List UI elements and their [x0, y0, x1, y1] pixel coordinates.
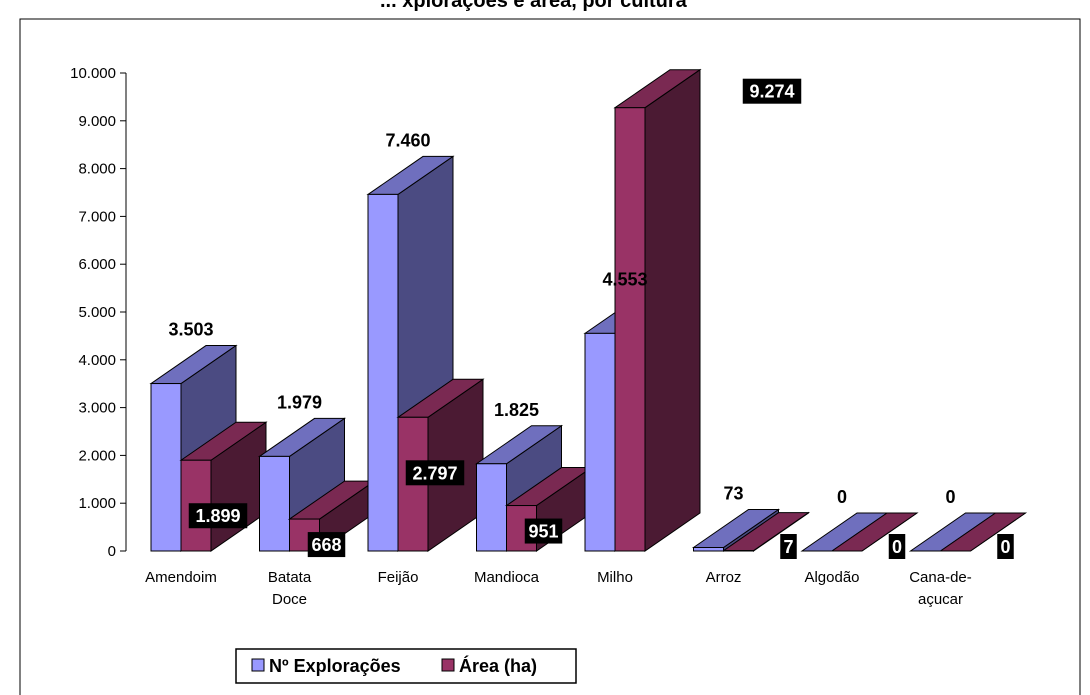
bars-group: [149, 68, 1028, 552]
bar-series2: [613, 68, 702, 552]
data-label-box: [188, 503, 248, 529]
data-label-series2: 2.797: [405, 460, 465, 486]
data-label-box: [888, 534, 906, 559]
data-label-series1: 1.825: [494, 400, 539, 420]
y-tick-label: 4.000: [78, 352, 116, 369]
y-tick-label: 10.000: [70, 65, 116, 82]
data-label-series2: 1.899: [188, 503, 248, 529]
data-label-series2: 0: [888, 534, 906, 559]
legend-label-series2: Área (ha): [459, 655, 537, 676]
bar-series1-front: [150, 383, 182, 552]
x-category-label: Doce: [272, 591, 307, 608]
legend-swatch-series1: [251, 658, 265, 672]
data-label-series1: 3.503: [168, 320, 213, 340]
data-label-series1: 7.460: [385, 130, 430, 150]
data-label-box: [742, 78, 802, 104]
bar-series2-side: [644, 68, 701, 552]
x-category-label: Feijão: [378, 569, 419, 586]
y-tick-label: 1.000: [78, 495, 116, 512]
data-label-series2: 951: [524, 518, 563, 544]
x-category-label: Cana-de-: [909, 569, 972, 586]
x-axis-categories: Amendoim Batata Doce Feijão Mandioca Milho Arr…: [145, 569, 972, 608]
bar-series2: [938, 512, 1028, 552]
y-tick-label: 7.000: [78, 208, 116, 225]
x-category-label: Milho: [597, 569, 633, 586]
y-axis: 0 1.000 2.000 3.000 4.000 5.000 6.000 7.000 8.00…: [70, 65, 127, 560]
legend-label-series1: Nº Explorações: [269, 656, 401, 676]
bar-series1-front: [584, 332, 616, 552]
data-label-box: [405, 460, 465, 486]
data-label-series2: 668: [307, 532, 346, 558]
x-category-label: Batata: [268, 569, 312, 586]
chart-border: [19, 18, 1081, 695]
bar-series1-front: [693, 547, 724, 552]
bar-series2: [830, 512, 919, 552]
data-label-series1: 4.553: [602, 269, 647, 289]
data-label-series1: 0: [837, 487, 847, 507]
bar-series2-front: [614, 107, 646, 552]
data-label-box: [524, 518, 563, 544]
y-tick-label: 0: [108, 543, 116, 560]
y-tick-label: 6.000: [78, 256, 116, 273]
x-category-label: Mandioca: [474, 569, 540, 586]
y-tick-label: 2.000: [78, 447, 116, 464]
data-label-box: [997, 534, 1014, 559]
x-category-label: Algodão: [804, 569, 859, 586]
y-tick-label: 3.000: [78, 400, 116, 417]
data-label-text: 7: [783, 537, 793, 557]
y-tick-label: 5.000: [78, 304, 116, 321]
data-label-series1: 1.979: [277, 392, 322, 412]
data-label-series2: 7: [780, 534, 797, 559]
data-label-text: 2.797: [412, 463, 457, 483]
data-label-text: 1.899: [195, 506, 240, 526]
legend-swatch-series2: [441, 658, 455, 672]
bar-series1-front: [476, 463, 507, 552]
bar-series2: [721, 511, 811, 552]
data-label-series2: 0: [997, 534, 1014, 559]
data-label-text: 0: [892, 537, 902, 557]
x-category-label: açucar: [918, 591, 963, 608]
chart-title: ... xplorações e área, por cultura: [380, 0, 688, 12]
y-tick-label: 8.000: [78, 161, 116, 178]
x-category-label: Arroz: [706, 569, 742, 586]
bar-series2-top: [830, 512, 919, 552]
data-label-box: [780, 534, 797, 559]
legend-box: [235, 648, 577, 684]
bar-series2-top: [938, 512, 1028, 552]
bar-series1-front: [259, 455, 290, 552]
x-category-label: Amendoim: [145, 569, 217, 586]
data-label-box: [307, 532, 346, 558]
bar-series1-front: [367, 193, 399, 552]
data-label-text: 9.274: [749, 82, 794, 102]
legend: Nº Explorações Área (ha): [235, 648, 577, 684]
data-labels: 3.503 1.899 1.979 668 7.460 2.797 1.825 951 4.55…: [168, 78, 1014, 559]
data-label-text: 951: [528, 522, 558, 542]
data-label-series1: 73: [723, 484, 743, 504]
data-label-text: 0: [1000, 537, 1010, 557]
data-label-text: 668: [311, 535, 341, 555]
y-tick-label: 9.000: [78, 113, 116, 130]
data-label-series2: 9.274: [742, 78, 802, 104]
data-label-series1: 0: [945, 487, 955, 507]
